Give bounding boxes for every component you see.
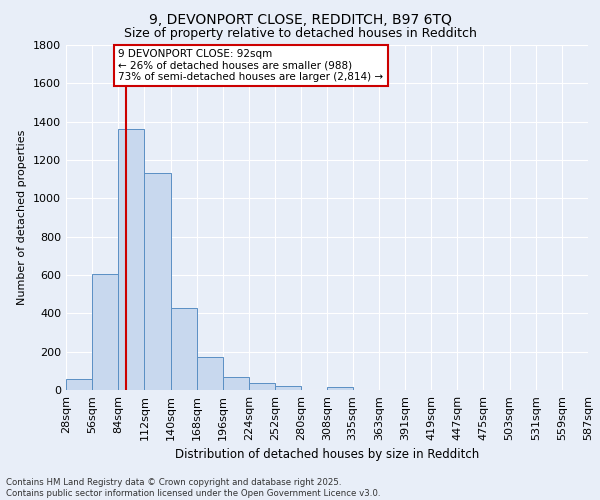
Bar bbox=[145, 174, 170, 390]
X-axis label: Distribution of detached houses by size in Redditch: Distribution of detached houses by size … bbox=[175, 448, 479, 462]
Text: 9, DEVONPORT CLOSE, REDDITCH, B97 6TQ: 9, DEVONPORT CLOSE, REDDITCH, B97 6TQ bbox=[149, 12, 451, 26]
Bar bbox=[92, 274, 118, 390]
Bar bbox=[249, 384, 275, 390]
Bar bbox=[197, 358, 223, 390]
Text: Size of property relative to detached houses in Redditch: Size of property relative to detached ho… bbox=[124, 28, 476, 40]
Bar bbox=[66, 379, 92, 390]
Y-axis label: Number of detached properties: Number of detached properties bbox=[17, 130, 28, 305]
Text: 9 DEVONPORT CLOSE: 92sqm
← 26% of detached houses are smaller (988)
73% of semi-: 9 DEVONPORT CLOSE: 92sqm ← 26% of detach… bbox=[118, 49, 383, 82]
Bar bbox=[118, 130, 145, 390]
Bar bbox=[223, 377, 249, 390]
Bar bbox=[275, 386, 301, 390]
Bar bbox=[328, 386, 353, 390]
Text: Contains HM Land Registry data © Crown copyright and database right 2025.
Contai: Contains HM Land Registry data © Crown c… bbox=[6, 478, 380, 498]
Bar bbox=[170, 308, 197, 390]
